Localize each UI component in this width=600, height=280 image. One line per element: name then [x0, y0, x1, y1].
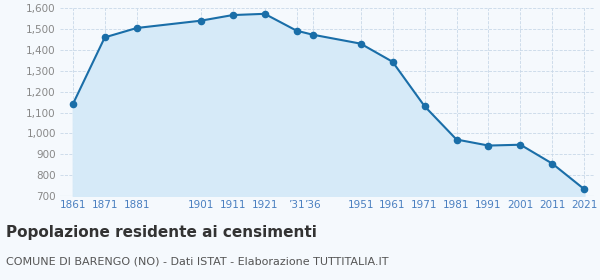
Point [548, 162, 557, 166]
Point [420, 104, 430, 108]
Point [100, 35, 110, 39]
Point [484, 143, 493, 148]
Point [515, 143, 525, 147]
Point [356, 41, 365, 46]
Point [292, 29, 301, 33]
Text: Popolazione residente ai censimenti: Popolazione residente ai censimenti [6, 225, 317, 241]
Point [388, 60, 397, 64]
Text: COMUNE DI BARENGO (NO) - Dati ISTAT - Elaborazione TUTTITALIA.IT: COMUNE DI BARENGO (NO) - Dati ISTAT - El… [6, 256, 389, 266]
Point [452, 137, 461, 142]
Point [260, 11, 269, 16]
Point [308, 32, 317, 37]
Point [196, 18, 205, 23]
Point [228, 13, 238, 17]
Point [132, 26, 142, 30]
Point [580, 187, 589, 192]
Point [68, 102, 77, 106]
